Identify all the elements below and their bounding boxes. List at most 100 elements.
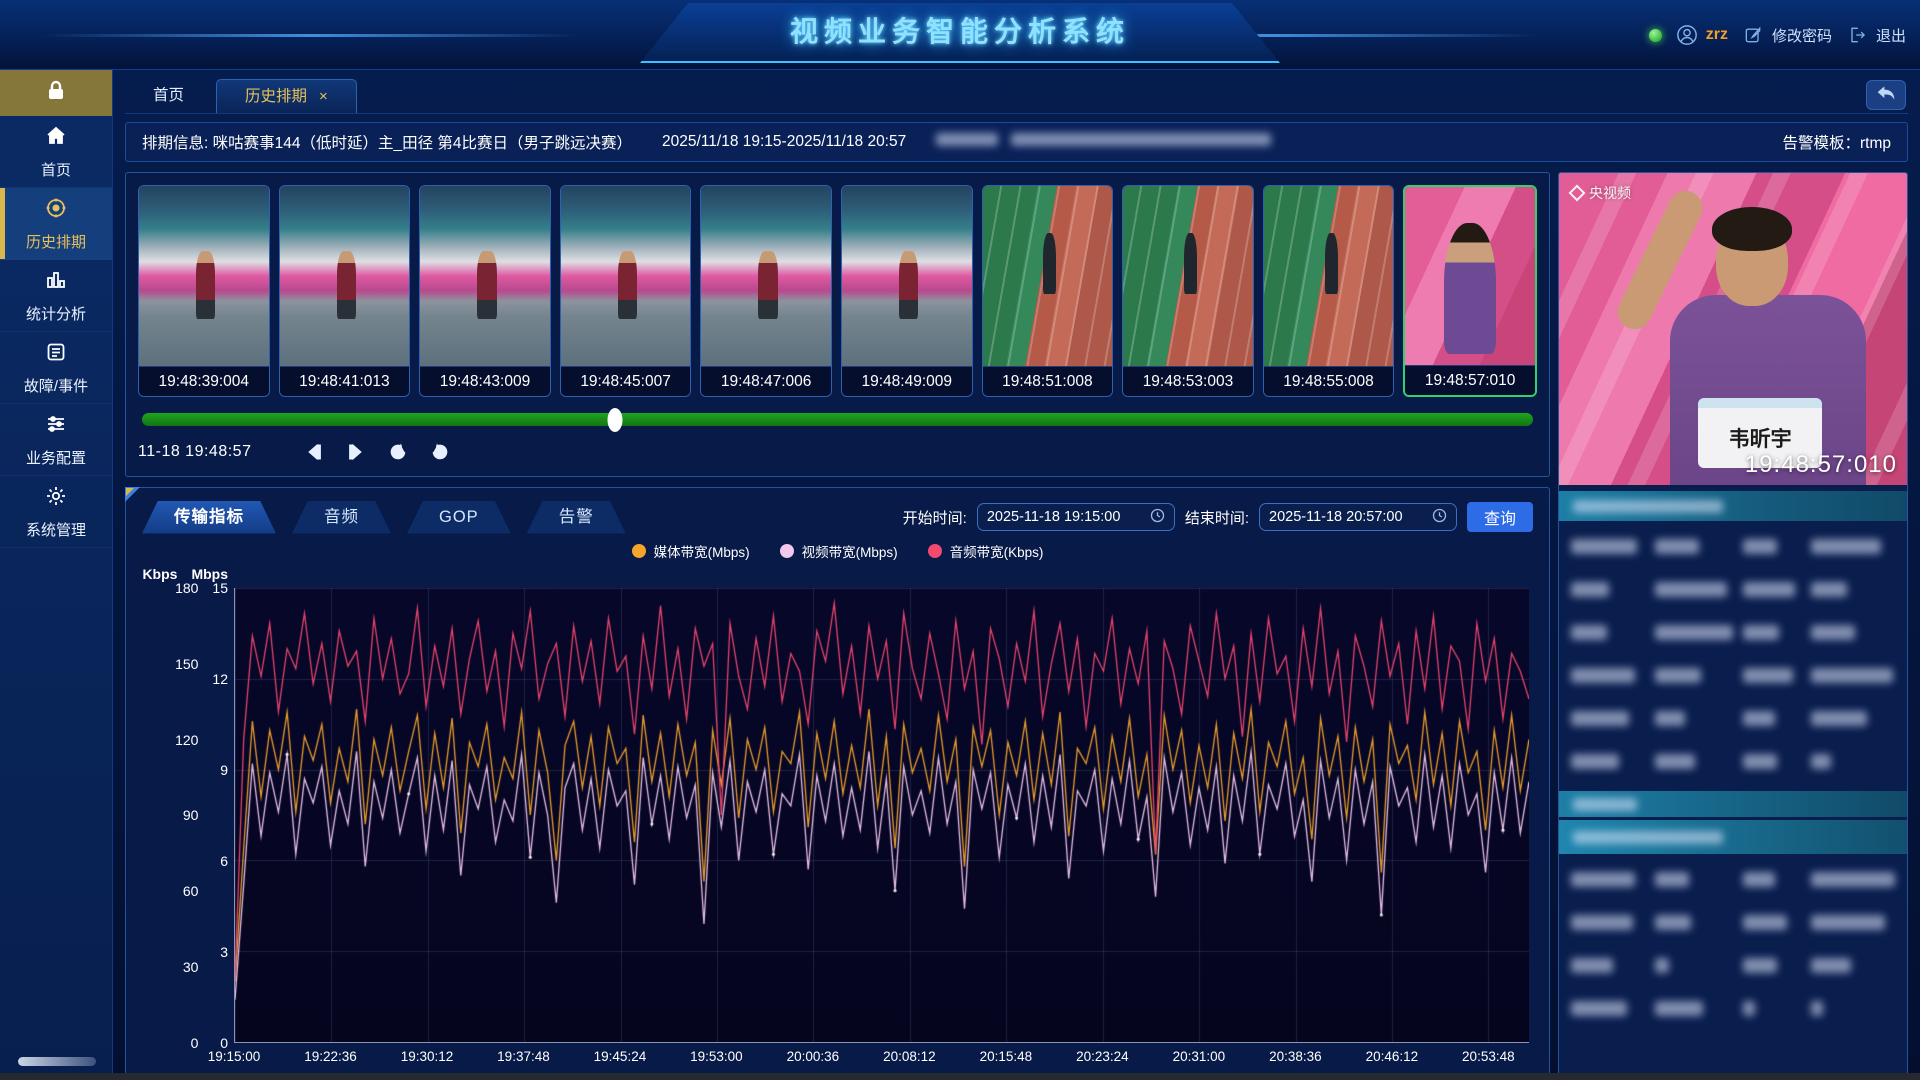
tab-home[interactable]: 首页 bbox=[153, 87, 185, 104]
thumbnail-strip: 19:48:39:004 19:48:41:013 19:48:43:009 19:4… bbox=[138, 185, 1537, 397]
video-thumbnail[interactable]: 19:48:51:008 bbox=[981, 185, 1114, 397]
y-tick-label: 120 bbox=[175, 731, 199, 748]
x-axis-ticks: 19:15:00 19:22:36 19:30:12 19:37:48 19:45:24… bbox=[208, 1043, 1529, 1069]
legend-dot bbox=[779, 544, 794, 558]
legend-label: 音频带宽(Kbps) bbox=[949, 545, 1044, 560]
back-button[interactable] bbox=[1866, 80, 1906, 110]
athlete-bib: 韦昕宇 bbox=[1698, 397, 1823, 468]
preview-timestamp: 19:48:57:010 bbox=[1744, 451, 1897, 478]
channel-name: 央视频 bbox=[1589, 185, 1631, 201]
video-preview[interactable]: 韦昕宇 央视频 19:48:57:010 bbox=[1559, 173, 1907, 485]
app-header: 视频业务智能分析系统 zrz 修改密码 退出 bbox=[0, 0, 1920, 70]
svg-text:5: 5 bbox=[438, 447, 443, 457]
video-thumbnail[interactable]: 19:48:41:013 bbox=[278, 185, 411, 397]
y-tick-label: 6 bbox=[220, 853, 228, 869]
change-password-button[interactable]: 修改密码 bbox=[1742, 24, 1832, 46]
audio-section-header-redacted bbox=[1559, 791, 1907, 817]
video-thumbnail[interactable]: 19:48:39:004 bbox=[138, 185, 270, 397]
page-tab-bar: 首页 历史排期 × bbox=[125, 70, 1908, 114]
start-time-input[interactable]: 2025-11-18 19:15:00 bbox=[976, 503, 1175, 531]
thumbnail-image bbox=[139, 186, 269, 366]
sidebar-item-label: 系统管理 bbox=[25, 521, 86, 539]
thumbnail-timestamp: 19:48:45:007 bbox=[560, 366, 691, 396]
video-thumbnail[interactable]: 19:48:43:009 bbox=[419, 185, 551, 397]
legend-item[interactable]: 视频带宽(Mbps) bbox=[779, 541, 898, 561]
sidebar-item-label: 历史排期 bbox=[25, 233, 86, 251]
channel-watermark: 央视频 bbox=[1568, 183, 1631, 203]
y-tick-label: 150 bbox=[175, 655, 199, 672]
logout-button[interactable]: 退出 bbox=[1846, 24, 1906, 46]
redacted-text bbox=[1573, 797, 1637, 811]
thumbnails-panel: 19:48:39:004 19:48:41:013 19:48:43:009 19:4… bbox=[125, 172, 1550, 477]
user-menu[interactable]: zrz bbox=[1676, 24, 1728, 46]
video-thumbnail[interactable]: 19:48:57:010 bbox=[1403, 185, 1537, 397]
plot-column: 19:15:00 19:22:36 19:30:12 19:37:48 19:45:24… bbox=[208, 566, 1529, 1069]
thumbnail-image bbox=[279, 186, 410, 366]
athlete-figure bbox=[1043, 232, 1057, 294]
chart-legend: 媒体带宽(Mbps) 视频带宽(Mbps) 音频带宽(Kbps) bbox=[142, 538, 1533, 564]
video-thumbnail[interactable]: 19:48:55:008 bbox=[1262, 185, 1395, 397]
info-row bbox=[1571, 742, 1895, 785]
sidebar-lock-button[interactable] bbox=[0, 70, 112, 116]
rewind-5s-button[interactable]: 5 bbox=[382, 439, 414, 465]
video-thumbnail[interactable]: 19:48:47:006 bbox=[700, 185, 832, 397]
y-tick-label: 0 bbox=[220, 1035, 228, 1051]
thumbnail-timestamp: 19:48:47:006 bbox=[701, 366, 831, 396]
sidebar-item-history-schedule[interactable]: 历史排期 bbox=[0, 188, 112, 260]
sidebar-item-statistics[interactable]: 统计分析 bbox=[0, 260, 112, 332]
timeline-slider[interactable] bbox=[142, 407, 1533, 432]
video-thumbnail[interactable]: 19:48:53:003 bbox=[1122, 185, 1254, 397]
legend-label: 媒体带宽(Mbps) bbox=[653, 545, 750, 560]
next-frame-button[interactable] bbox=[340, 439, 372, 465]
tab-gop[interactable]: GOP bbox=[407, 501, 511, 534]
prev-frame-button[interactable] bbox=[298, 439, 330, 465]
tab-close-icon[interactable]: × bbox=[319, 87, 328, 105]
tab-transport-metrics[interactable]: 传输指标 bbox=[142, 501, 276, 534]
header-actions: zrz 修改密码 退出 bbox=[1648, 0, 1906, 70]
gear-icon bbox=[44, 484, 68, 512]
y-tick-label: 9 bbox=[220, 762, 228, 778]
tab-audio[interactable]: 音频 bbox=[292, 501, 391, 534]
thumbnail-image bbox=[1405, 187, 1535, 365]
query-button[interactable]: 查询 bbox=[1467, 502, 1533, 532]
y-axis-headers: Kbps Mbps bbox=[142, 566, 234, 588]
thumbnail-image bbox=[841, 186, 972, 366]
legend-item[interactable]: 音频带宽(Kbps) bbox=[927, 541, 1044, 561]
athlete-figure bbox=[898, 250, 919, 320]
sidebar-item-fault-event[interactable]: 故障/事件 bbox=[0, 332, 112, 404]
sidebar-item-business-config[interactable]: 业务配置 bbox=[0, 404, 112, 476]
horizontal-scrollbar-fragment[interactable] bbox=[18, 1057, 96, 1066]
thumbnail-timestamp: 19:48:49:009 bbox=[841, 366, 972, 396]
thumbnail-image bbox=[701, 186, 831, 366]
thumbnail-timestamp: 19:48:39:004 bbox=[139, 366, 269, 396]
thumbnail-image bbox=[1123, 186, 1253, 366]
athlete-figure bbox=[196, 250, 216, 320]
target-icon bbox=[44, 196, 68, 224]
sidebar-item-label: 故障/事件 bbox=[23, 377, 89, 395]
status-dot bbox=[1648, 28, 1662, 42]
video-thumbnail[interactable]: 19:48:49:009 bbox=[840, 185, 973, 397]
legend-item[interactable]: 媒体带宽(Mbps) bbox=[631, 541, 750, 561]
tab-history-schedule[interactable]: 历史排期 × bbox=[216, 79, 357, 113]
forward-5s-button[interactable]: 5 bbox=[424, 439, 456, 465]
sidebar-item-home[interactable]: 首页 bbox=[0, 116, 112, 188]
legend-dot bbox=[631, 544, 646, 558]
username: zrz bbox=[1705, 26, 1728, 43]
sidebar-item-system-management[interactable]: 系统管理 bbox=[0, 476, 112, 548]
video-thumbnail[interactable]: 19:48:45:007 bbox=[559, 185, 692, 397]
thumbnail-image bbox=[982, 186, 1113, 366]
thumbnail-timestamp: 19:48:43:009 bbox=[420, 366, 550, 396]
athlete-figure bbox=[1184, 232, 1198, 294]
y-axis-ticks: 180 150 120 90 60 30 0 15 12 9 6 3 0 bbox=[142, 580, 234, 1051]
y-axis-area: Kbps Mbps 180 150 120 90 60 30 0 15 12 9 6 3 0 bbox=[142, 566, 234, 1069]
clock-icon bbox=[1432, 508, 1447, 527]
y-tick-label: 180 bbox=[175, 580, 199, 596]
back-arrow-icon bbox=[1876, 85, 1896, 106]
x-tick-label: 20:00:36 bbox=[786, 1049, 840, 1064]
end-time-input[interactable]: 2025-11-18 20:57:00 bbox=[1259, 503, 1457, 531]
x-tick-label: 20:38:36 bbox=[1269, 1049, 1322, 1064]
tab-alarm[interactable]: 告警 bbox=[527, 501, 626, 534]
redacted-label bbox=[936, 133, 999, 146]
redacted-text bbox=[1573, 499, 1723, 513]
slider-knob[interactable] bbox=[607, 407, 623, 432]
